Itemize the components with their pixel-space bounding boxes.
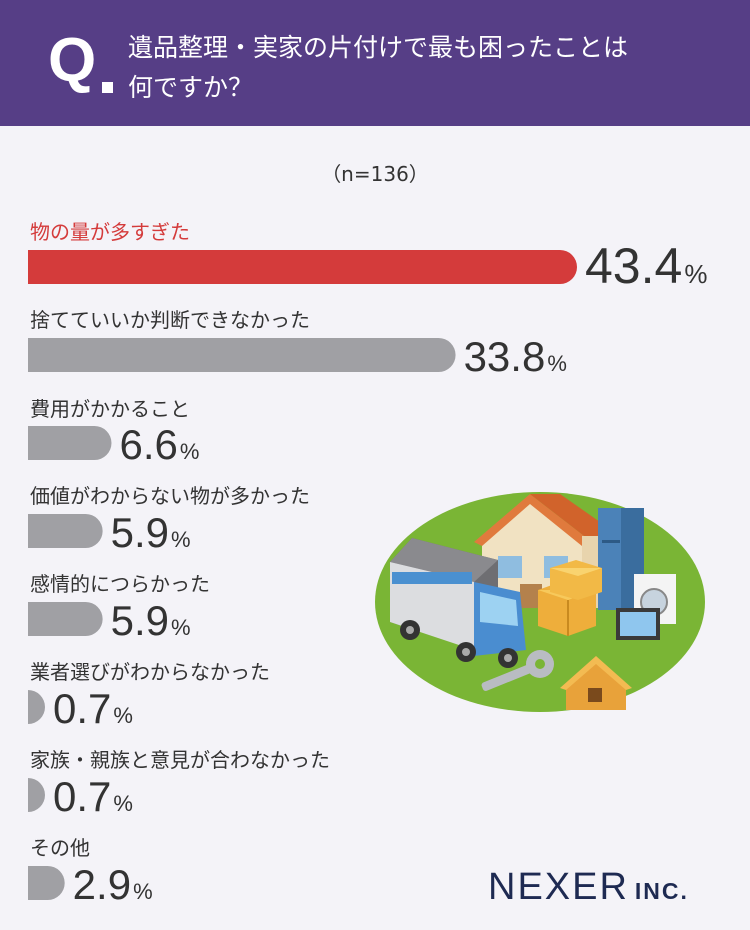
value-label-6: 0.7% [53, 685, 133, 732]
category-label-7: 家族・親族と意見が合わなかった [30, 748, 330, 772]
moving-house-illustration [375, 492, 705, 712]
value-label-8: 2.9% [73, 861, 153, 908]
nexer-logo: NEXER INC. [488, 866, 689, 909]
value-label-1: 43.4% [585, 238, 707, 294]
question-text: 遺品整理・実家の片付けで最も困ったことは 何ですか？ [128, 28, 728, 108]
question-line-1: 遺品整理・実家の片付けで最も困ったことは [128, 33, 629, 62]
category-label-5: 感情的につらかった [30, 572, 210, 596]
bar-5 [27, 602, 103, 636]
q-mark: Q [48, 26, 97, 95]
category-label-3: 費用がかかること [30, 397, 190, 421]
question-line-2: 何ですか？ [128, 73, 254, 102]
question-header: Q 遺品整理・実家の片付けで最も困ったことは 何ですか？ [0, 0, 750, 126]
bar-6 [28, 690, 45, 724]
brand-suffix: INC. [634, 878, 689, 904]
brand-name: NEXER [488, 866, 629, 908]
value-label-7: 0.7% [53, 773, 133, 820]
category-label-2: 捨てていいか判断できなかった [30, 308, 310, 332]
bar-3 [28, 426, 112, 460]
q-dot [102, 82, 113, 93]
bar-7 [28, 778, 45, 812]
sample-size: （n=136） [321, 162, 429, 186]
category-label-4: 価値がわからない物が多かった [30, 484, 310, 508]
bar-4 [27, 514, 103, 548]
bar-1 [28, 250, 578, 284]
value-label-5: 5.9% [111, 597, 191, 644]
bar-8 [27, 866, 65, 900]
value-label-3: 6.6% [119, 421, 199, 468]
category-label-8: その他 [30, 836, 90, 860]
value-label-2: 33.8% [464, 333, 567, 380]
category-label-6: 業者選びがわからなかった [30, 660, 270, 684]
bar-2 [28, 338, 456, 372]
value-label-4: 5.9% [111, 509, 191, 556]
category-label-1: 物の量が多すぎた [30, 220, 190, 244]
